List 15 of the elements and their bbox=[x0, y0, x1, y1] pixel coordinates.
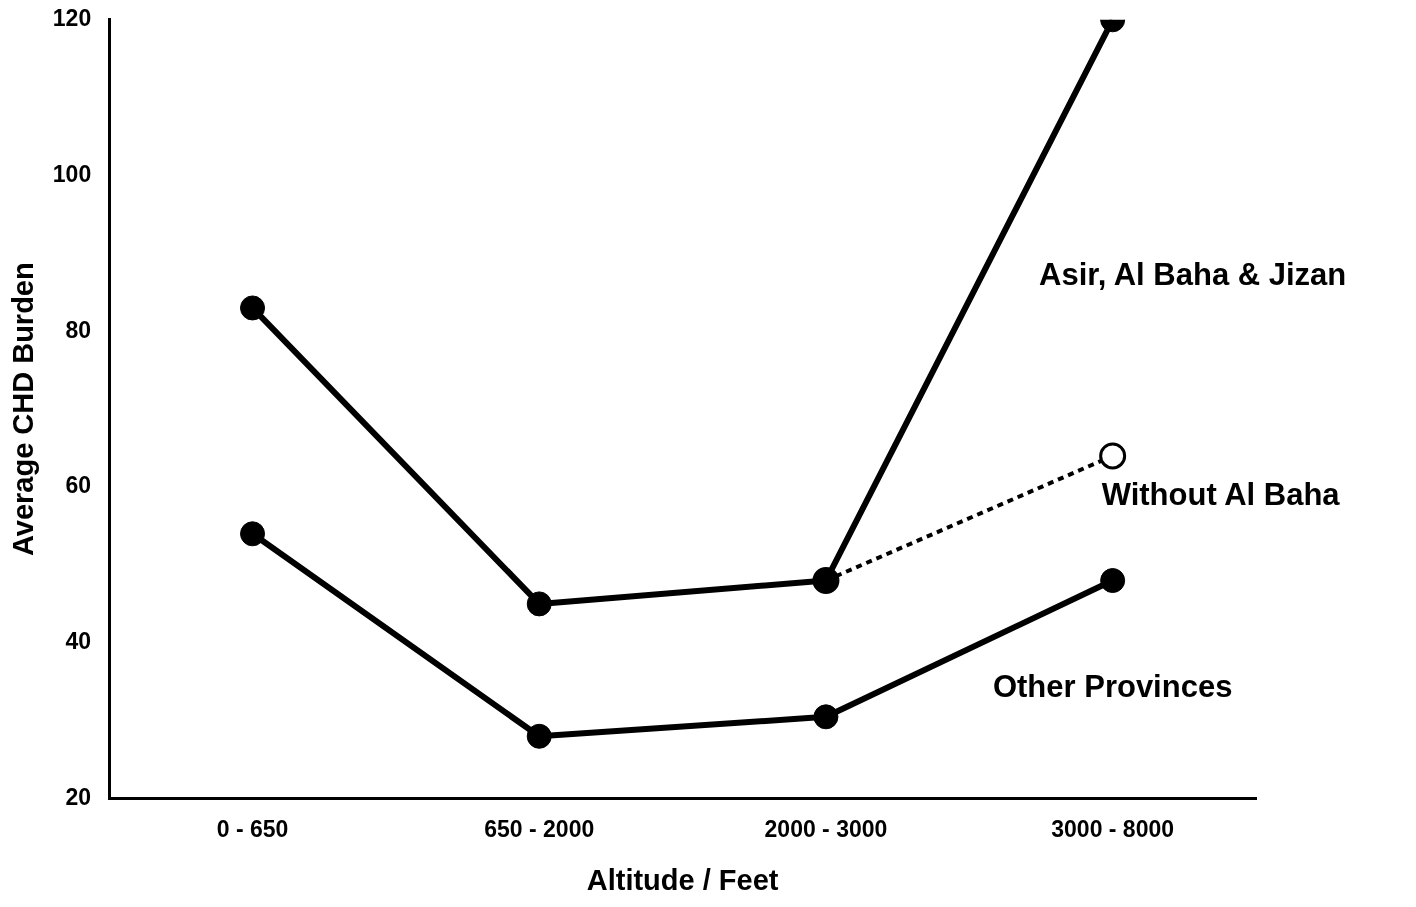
y-axis-title: Average CHD Burden bbox=[7, 262, 40, 557]
series-label: Asir, Al Baha & Jizan bbox=[1039, 257, 1347, 293]
x-axis-title: Altitude / Feet bbox=[586, 863, 779, 896]
series-label: Other Provinces bbox=[992, 669, 1233, 705]
y-tick-label: 120 bbox=[52, 5, 92, 32]
y-tick-label: 100 bbox=[52, 160, 92, 187]
y-tick-label: 20 bbox=[65, 783, 92, 810]
y-tick-label: 60 bbox=[65, 472, 92, 499]
y-tick-label: 80 bbox=[65, 316, 92, 343]
x-tick-label: 3000 - 8000 bbox=[1051, 815, 1175, 842]
x-tick-label: 0 - 650 bbox=[216, 815, 289, 842]
x-tick-label: 650 - 2000 bbox=[484, 815, 595, 842]
series-label: Without Al Baha bbox=[1101, 477, 1341, 513]
y-tick-label: 40 bbox=[65, 628, 92, 655]
x-tick-label: 2000 - 3000 bbox=[764, 815, 888, 842]
